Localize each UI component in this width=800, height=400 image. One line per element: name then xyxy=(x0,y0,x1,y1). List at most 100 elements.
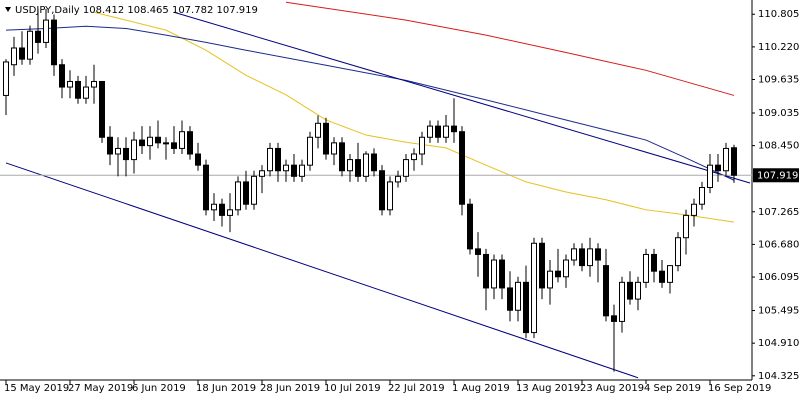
last-price-label: 107.919 xyxy=(757,170,798,181)
candle-body xyxy=(379,170,385,211)
candle-body xyxy=(91,80,97,88)
x-tick-label: 16 Sep 2019 xyxy=(708,383,771,394)
candle-body xyxy=(595,248,601,261)
y-tick-label: 108.450 xyxy=(758,141,799,152)
candle-body xyxy=(355,159,361,177)
candle-body xyxy=(515,281,521,311)
y-tick-label: 104.325 xyxy=(758,371,799,382)
candle-body xyxy=(523,281,529,334)
candle-body xyxy=(35,30,41,43)
candle-body xyxy=(371,153,377,172)
candle-body xyxy=(587,248,593,267)
candle-body xyxy=(699,186,705,205)
candle-body xyxy=(75,80,81,99)
candle-body xyxy=(83,86,89,99)
candle-body xyxy=(19,47,25,60)
overlay-line xyxy=(173,11,751,184)
chart-title: USDJPY,Daily 108.412 108.465 107.782 107… xyxy=(15,5,258,16)
candle-body xyxy=(715,164,721,172)
y-tick-label: 106.095 xyxy=(758,272,799,283)
candle-body xyxy=(635,281,641,300)
candle-body xyxy=(155,136,161,144)
overlay-line xyxy=(285,1,735,96)
candle-body xyxy=(123,147,129,161)
x-tick-label: 13 Aug 2019 xyxy=(516,383,580,394)
candle-body xyxy=(243,181,249,205)
candle-body xyxy=(171,142,177,149)
candle-body xyxy=(107,136,113,155)
candle-body xyxy=(627,281,633,300)
x-tick-label: 15 May 2019 xyxy=(4,383,69,394)
candle-body xyxy=(51,19,57,66)
candle-body xyxy=(331,142,337,155)
candle-body xyxy=(691,203,697,216)
candle-body xyxy=(603,265,609,317)
candle-body xyxy=(227,209,233,216)
candle-body xyxy=(315,122,321,138)
candle-body xyxy=(115,147,121,155)
x-tick-label: 4 Sep 2019 xyxy=(644,383,701,394)
candle-body xyxy=(459,131,465,205)
candle-body xyxy=(307,136,313,166)
candle-body xyxy=(435,125,441,138)
candle-body xyxy=(163,142,169,145)
candle-body xyxy=(259,170,265,177)
candle-body xyxy=(675,237,681,267)
candle-body xyxy=(347,159,353,172)
candle-body xyxy=(579,248,585,267)
candle-body xyxy=(299,164,305,177)
candle-body xyxy=(179,131,185,149)
y-tick-label: 107.265 xyxy=(758,207,799,218)
y-tick-label: 110.220 xyxy=(758,42,799,53)
candle-body xyxy=(187,131,193,155)
candle-body xyxy=(43,19,49,43)
candle-body xyxy=(59,64,65,88)
candle-body xyxy=(251,175,257,205)
candle-body xyxy=(427,125,433,138)
y-tick-label: 104.910 xyxy=(758,338,799,349)
x-tick-label: 18 Jun 2019 xyxy=(196,383,256,394)
candle-body xyxy=(451,125,457,133)
candle-body xyxy=(731,147,737,176)
x-tick-label: 28 Jun 2019 xyxy=(260,383,320,394)
candle-body xyxy=(411,153,417,161)
candle-body xyxy=(267,147,273,172)
candle-body xyxy=(395,175,401,183)
x-tick-label: 6 Jun 2019 xyxy=(132,383,186,394)
candle-body xyxy=(619,281,625,322)
candle-body xyxy=(667,265,673,283)
overlay-line xyxy=(5,25,735,181)
candle-body xyxy=(11,47,17,66)
x-tick-label: 23 Aug 2019 xyxy=(580,383,644,394)
candle-body xyxy=(211,203,217,211)
candle-body xyxy=(443,125,449,138)
candle-body xyxy=(139,139,145,147)
x-tick-label: 10 Jul 2019 xyxy=(324,383,381,394)
candle-body xyxy=(547,270,553,289)
candle-body xyxy=(491,259,497,289)
candle-body xyxy=(483,253,489,289)
candle-body xyxy=(67,80,73,88)
y-tick-label: 109.035 xyxy=(758,108,799,119)
candle-body xyxy=(683,214,689,239)
candle-body xyxy=(219,203,225,216)
y-tick-label: 110.805 xyxy=(758,9,799,20)
candle-body xyxy=(235,181,241,211)
candle-body xyxy=(147,136,153,147)
overlay-line xyxy=(93,11,735,223)
candle-body xyxy=(723,147,729,172)
candle-body xyxy=(27,30,33,60)
candle-body xyxy=(323,122,329,155)
candle-body xyxy=(659,270,665,283)
candle-body xyxy=(419,136,425,155)
candle-body xyxy=(531,242,537,334)
candle-body xyxy=(539,242,545,289)
overlay-line xyxy=(5,162,639,379)
last-price-box xyxy=(753,168,799,183)
candle-body xyxy=(467,203,473,250)
candle-body xyxy=(131,139,137,161)
candle-body xyxy=(99,80,105,138)
symbol-icon xyxy=(5,7,11,12)
candle-body xyxy=(571,248,577,261)
